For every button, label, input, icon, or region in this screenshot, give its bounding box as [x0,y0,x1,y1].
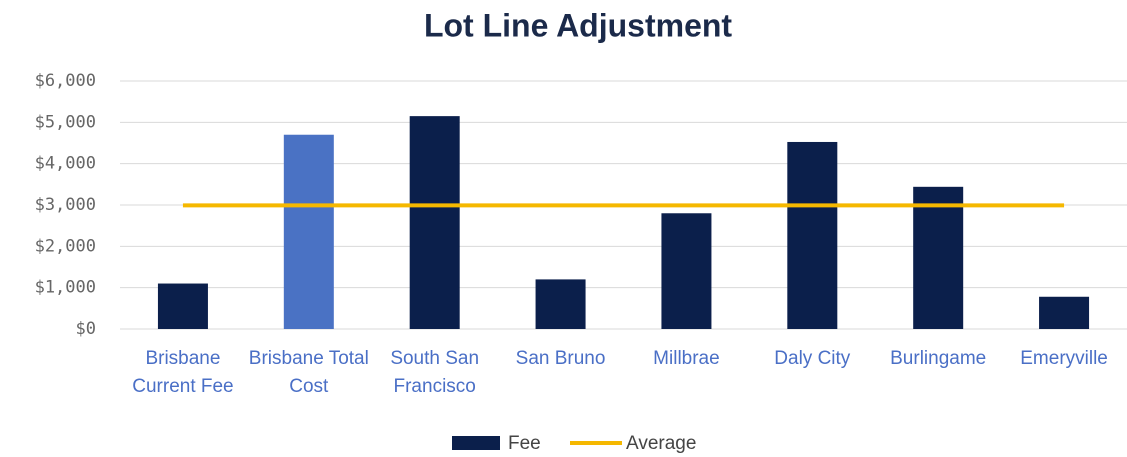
y-tick-label: $5,000 [35,112,96,132]
y-tick-label: $0 [76,319,96,339]
x-tick-label: Brisbane Total Cost [248,348,369,397]
x-tick-label: Daly City [774,348,851,369]
x-tick-label: South San Francisco [390,348,480,397]
bar [661,213,712,329]
x-tick-label: Brisbane Current Fee [132,348,234,397]
x-tick-label: Millbrae [653,348,720,369]
y-tick-label: $1,000 [35,278,96,298]
legend-label: Average [626,433,696,454]
y-tick-label: $3,000 [35,195,96,215]
bar [1039,296,1090,329]
bar [283,134,334,329]
x-tick-label: Burlingame [890,348,987,369]
y-tick-label: $6,000 [35,71,96,91]
x-tick-label: Emeryville [1020,348,1108,369]
bar [787,141,838,329]
chart-title: Lot Line Adjustment [424,7,732,43]
bar [913,186,964,329]
y-tick-label: $4,000 [35,154,96,174]
x-tick-label: San Bruno [515,348,606,369]
y-tick-label: $2,000 [35,236,96,256]
bar [535,279,586,329]
legend-label: Fee [508,433,541,454]
bar [157,283,208,329]
legend-swatch [452,436,500,450]
bar [409,116,460,329]
